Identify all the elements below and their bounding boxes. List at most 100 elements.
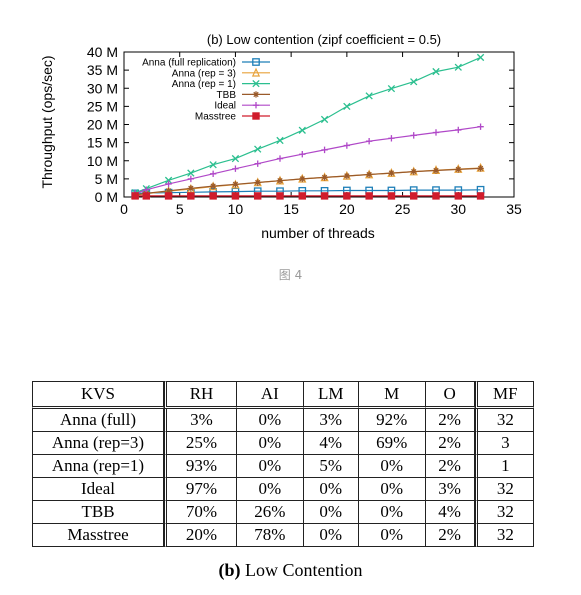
- table-header-cell: O: [425, 381, 475, 409]
- table-cell: 3%: [425, 478, 475, 501]
- data-point: [298, 126, 306, 134]
- data-point: [321, 146, 328, 154]
- data-point: [343, 192, 351, 200]
- data-point: [252, 58, 260, 66]
- legend-label: Anna (full replication): [142, 58, 236, 69]
- data-point: [299, 175, 306, 183]
- data-point: [276, 192, 284, 200]
- data-point: [476, 53, 485, 62]
- table-cell: 3%: [303, 409, 359, 432]
- data-point: [254, 192, 262, 200]
- data-point: [209, 182, 217, 190]
- table-cell: Anna (full): [32, 409, 164, 432]
- x-axis-label: number of threads: [261, 225, 375, 241]
- data-point: [209, 170, 217, 177]
- table-cell: 32: [474, 524, 534, 547]
- table-cell: 0%: [358, 478, 426, 501]
- legend-label: Ideal: [214, 101, 236, 112]
- data-point: [276, 155, 284, 162]
- x-tick-label: 5: [176, 201, 184, 217]
- data-point: [164, 192, 173, 200]
- plot-area: 0 5 10 15 20 25 30 35 0 M 5 M 10 M 15 M 20 M 25 M 30 M…: [87, 44, 522, 217]
- data-point: [298, 192, 306, 200]
- data-point: [142, 192, 150, 200]
- data-point: [251, 67, 261, 77]
- y-tick-label: 30 M: [87, 80, 118, 96]
- table-row: TBB 70% 26% 0% 0% 4% 32: [32, 501, 534, 524]
- legend-label: Anna (rep = 1): [172, 79, 236, 90]
- data-point: [410, 192, 418, 200]
- table-cell: 69%: [358, 432, 426, 455]
- y-tick-label: 25 M: [87, 98, 118, 114]
- table-cell: 78%: [237, 524, 304, 547]
- table-cell: 0%: [237, 478, 304, 501]
- table-caption-text: Low Contention: [245, 560, 363, 580]
- table-cell: 32: [474, 501, 534, 524]
- data-point: [410, 168, 417, 175]
- x-tick-label: 35: [506, 201, 522, 217]
- table-cell: 0%: [303, 478, 359, 501]
- data-point: [388, 169, 395, 177]
- figure-caption: 图 4: [278, 268, 303, 282]
- chart-svg: (b) Low contention (zipf coefficient = 0…: [39, 32, 522, 241]
- chart-title: (b) Low contention (zipf coefficient = 0…: [207, 32, 441, 47]
- table-cell: 3%: [164, 409, 237, 432]
- table-cell: Anna (rep=1): [32, 455, 164, 478]
- table-cell: 2%: [425, 409, 475, 432]
- table-cell: 0%: [358, 501, 426, 524]
- data-point: [320, 115, 329, 124]
- table-header-row: KVS RH AI LM M O MF: [32, 381, 534, 409]
- throughput-chart: (b) Low contention (zipf coefficient = 0…: [0, 0, 581, 250]
- data-point: [343, 142, 351, 149]
- data-point: [455, 126, 462, 134]
- y-tick-label: 40 M: [87, 44, 118, 60]
- data-point: [432, 167, 440, 174]
- x-tick-label: 0: [120, 201, 128, 217]
- data-point: [165, 180, 172, 188]
- table-header-cell: M: [358, 381, 426, 409]
- table-header-cell: MF: [474, 381, 534, 409]
- table-cell: 4%: [303, 432, 359, 455]
- legend-label: TBB: [217, 90, 237, 101]
- table-cell: 0%: [237, 432, 304, 455]
- data-point: [432, 129, 440, 136]
- x-tick-label: 20: [339, 201, 355, 217]
- y-tick-label: 5 M: [95, 171, 118, 187]
- table-cell: 20%: [164, 524, 237, 547]
- table-cell: 0%: [303, 501, 359, 524]
- data-point: [365, 92, 373, 100]
- table-cell: 2%: [425, 455, 475, 478]
- data-point: [387, 84, 396, 93]
- data-point: [388, 135, 395, 142]
- data-point: [432, 192, 440, 200]
- data-point: [187, 169, 195, 177]
- data-point: [143, 186, 150, 193]
- table-cell: 32: [474, 478, 534, 501]
- data-point: [252, 91, 260, 98]
- y-axis-label: Throughput (ops/sec): [39, 55, 55, 188]
- data-point: [232, 165, 239, 172]
- table-cell: 0%: [358, 455, 426, 478]
- data-point: [365, 192, 373, 200]
- table-header-cell: KVS: [32, 381, 164, 409]
- table-header-cell: RH: [164, 381, 237, 409]
- table-row: Ideal 97% 0% 0% 0% 3% 32: [32, 478, 534, 501]
- table-cell: 3: [474, 432, 534, 455]
- table-caption: (b) Low Contention: [0, 560, 581, 581]
- y-tick-label: 0 M: [95, 189, 118, 205]
- table-cell: 70%: [164, 501, 237, 524]
- data-point: [410, 78, 418, 86]
- data-point: [410, 132, 417, 139]
- data-point: [476, 192, 485, 200]
- table-cell: 1: [474, 455, 534, 478]
- x-tick-label: 15: [283, 201, 299, 217]
- data-point: [477, 165, 484, 172]
- data-point: [232, 181, 239, 188]
- data-point: [387, 192, 396, 200]
- table-cell: 4%: [425, 501, 475, 524]
- data-point: [187, 185, 195, 192]
- table-cell: 2%: [425, 432, 475, 455]
- data-point: [187, 192, 195, 200]
- table-cell: 2%: [425, 524, 475, 547]
- table-row: Anna (full) 3% 0% 3% 92% 2% 32: [32, 409, 534, 432]
